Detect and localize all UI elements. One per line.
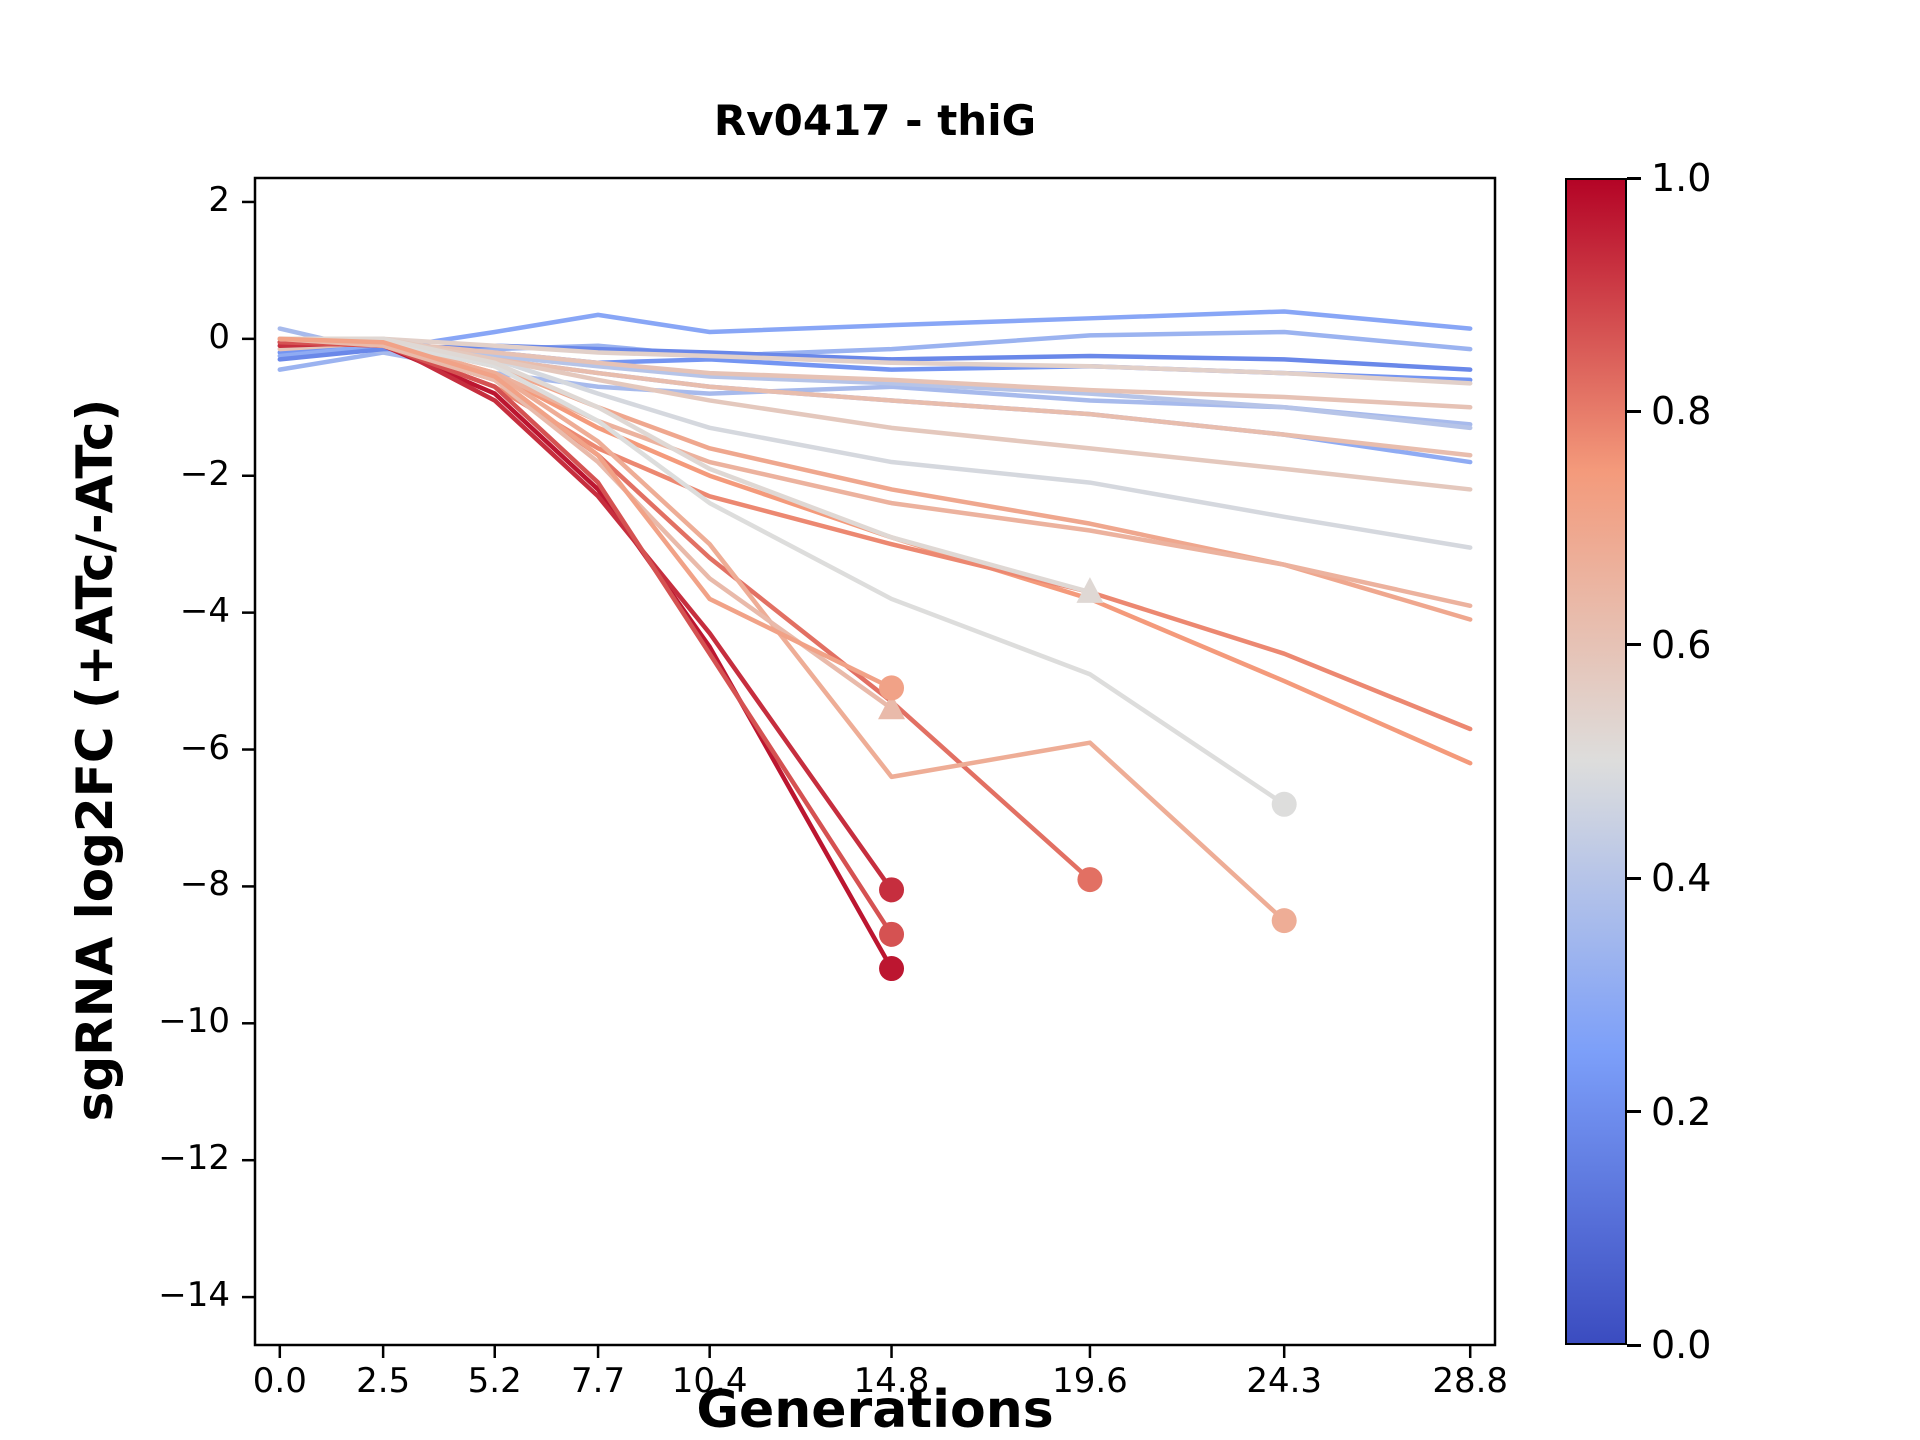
- x-tick-label: 2.5: [356, 1361, 411, 1401]
- x-tick-label: 28.8: [1432, 1361, 1509, 1401]
- chart-title: Rv0417 - thiG: [713, 96, 1037, 145]
- x-tick-label: 24.3: [1246, 1361, 1323, 1401]
- colorbar-tick-label: 0.2: [1651, 1089, 1712, 1134]
- series-marker-triangle: [878, 693, 906, 720]
- y-tick-label: −14: [158, 1275, 230, 1316]
- plot-svg: [242, 176, 1497, 1358]
- series-line: [277, 336, 1473, 386]
- y-tick-label: −10: [158, 1001, 230, 1042]
- x-tick-label: 0.0: [252, 1361, 307, 1401]
- series-marker-circle: [879, 675, 905, 701]
- plot-area: [242, 176, 1497, 1358]
- series-marker-circle: [879, 956, 905, 982]
- x-tick-label: 5.2: [467, 1361, 522, 1401]
- colorbar-tick-mark: [1627, 876, 1641, 880]
- x-axis-label: Generations: [696, 1380, 1054, 1440]
- series-line: [277, 336, 1473, 766]
- colorbar-tick-mark: [1627, 409, 1641, 413]
- colorbar-tick-label: 1.0: [1651, 156, 1712, 200]
- colorbar-tick-label: 0.6: [1651, 622, 1712, 667]
- series-marker-triangle: [1076, 577, 1104, 603]
- series-marker-circle: [879, 877, 905, 903]
- y-tick-label: 0: [208, 316, 230, 357]
- series-marker-circle: [1271, 791, 1297, 817]
- colorbar-tick-label: 0.0: [1651, 1323, 1712, 1367]
- y-tick-label: −6: [179, 727, 230, 768]
- series-marker-circle: [1077, 867, 1103, 893]
- y-tick-label: −2: [179, 453, 230, 494]
- colorbar-tick-mark: [1627, 1110, 1641, 1114]
- colorbar: [1565, 178, 1627, 1345]
- y-tick-label: 2: [208, 179, 230, 220]
- colorbar-tick-label: 0.4: [1651, 856, 1712, 901]
- colorbar-tick-mark: [1627, 176, 1641, 180]
- y-tick-label: −8: [179, 864, 230, 905]
- series-line: [277, 336, 894, 711]
- x-tick-label: 10.4: [671, 1361, 748, 1401]
- series-line: [277, 336, 894, 691]
- y-tick-label: −4: [179, 590, 230, 631]
- x-tick-label: 19.6: [1052, 1361, 1128, 1401]
- series-line: [277, 336, 1093, 595]
- series-marker-circle: [1271, 908, 1297, 934]
- x-tick-label: 14.8: [853, 1361, 930, 1401]
- colorbar-gradient: [1567, 180, 1625, 1343]
- colorbar-tick-label: 0.8: [1651, 389, 1712, 434]
- colorbar-tick-mark: [1627, 1343, 1641, 1347]
- series-line: [277, 340, 894, 971]
- axes-frame: [253, 176, 1497, 1347]
- series-marker-circle: [879, 921, 905, 947]
- y-tick-label: −12: [158, 1138, 230, 1179]
- colorbar-tick-mark: [1627, 643, 1641, 647]
- x-tick-label: 7.7: [571, 1361, 626, 1401]
